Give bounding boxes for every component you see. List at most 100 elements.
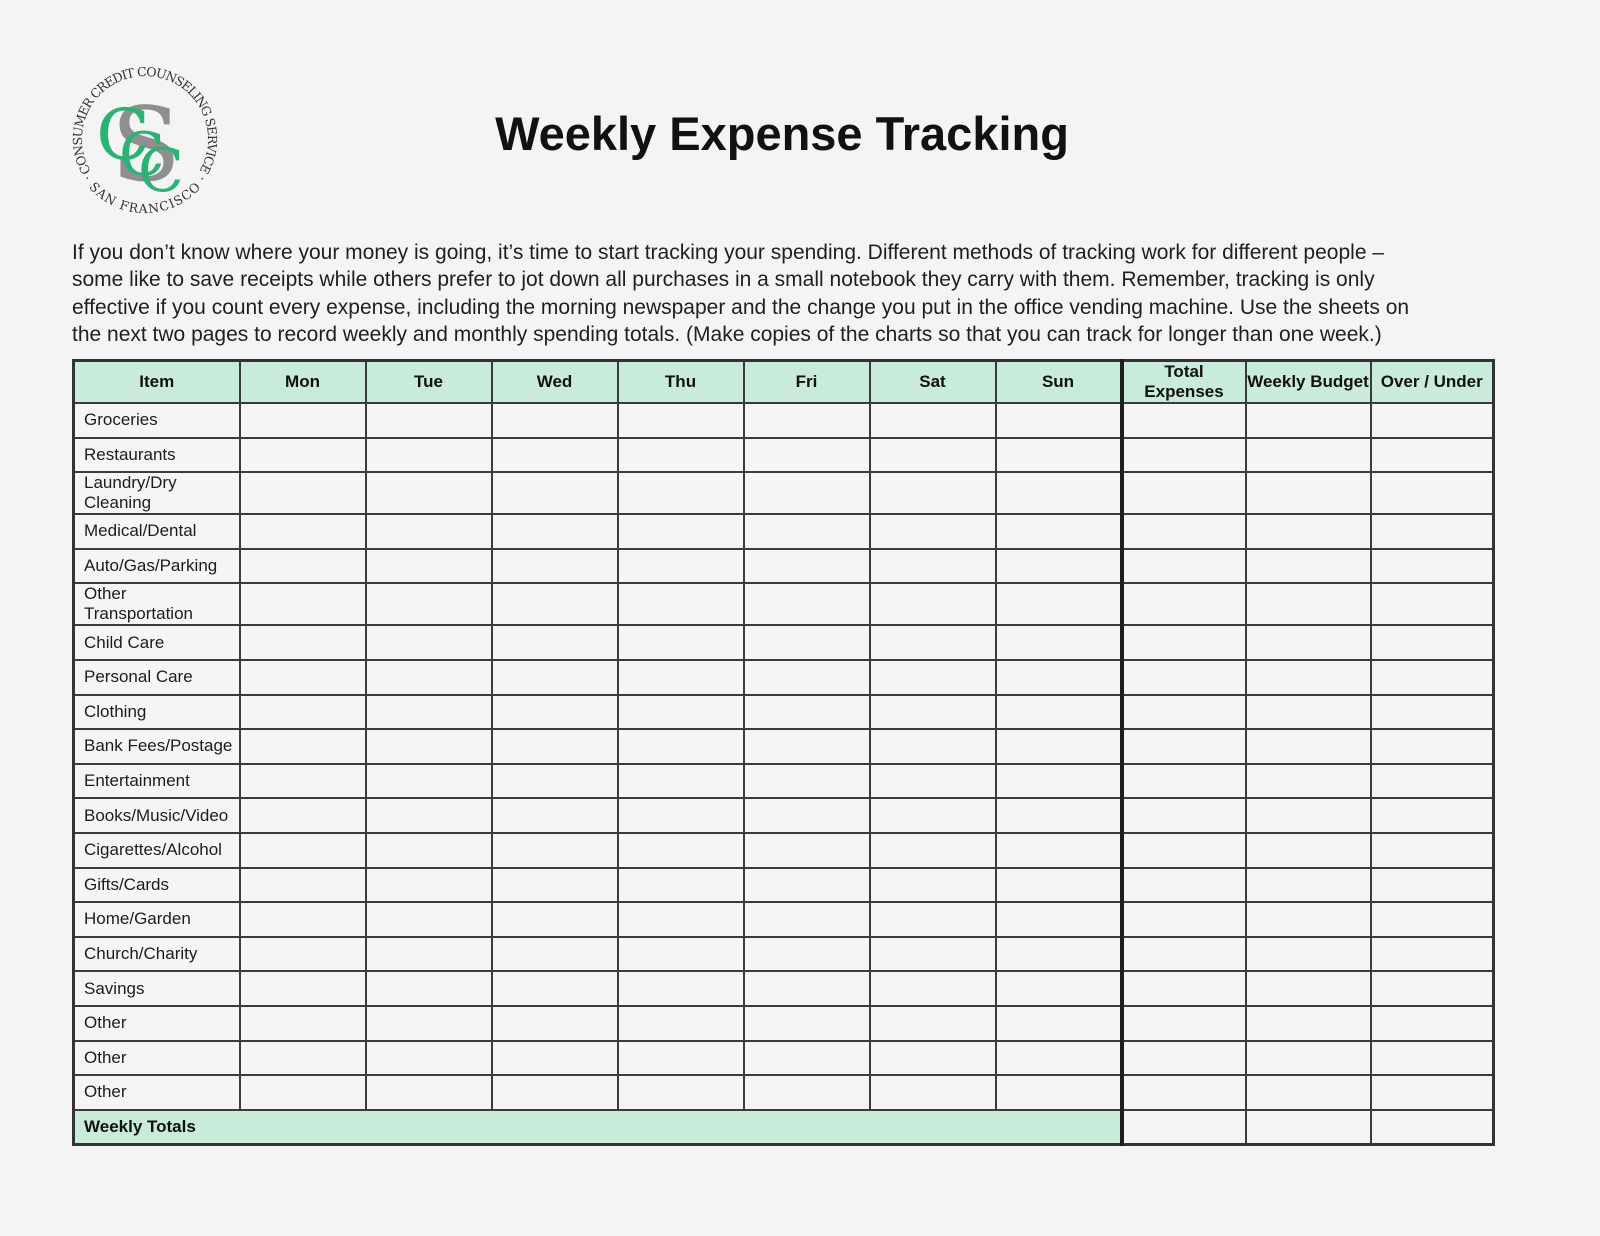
over-under-cell (1369, 471, 1495, 516)
table-row: Child Care (72, 624, 1495, 661)
expense-cell-sat (868, 1004, 997, 1042)
expense-cell-sun (994, 658, 1123, 696)
column-header: Thu (616, 359, 745, 404)
expense-cell-tue (364, 970, 493, 1007)
row-label: Auto/Gas/Parking (72, 547, 241, 585)
totals-over-under-cell (1369, 1108, 1495, 1146)
weekly-budget-cell (1244, 1074, 1372, 1111)
expense-cell-sun (994, 1004, 1123, 1042)
expense-cell-thu (616, 762, 745, 800)
total-expenses-cell (1119, 582, 1247, 627)
expense-cell-fri (742, 831, 871, 869)
expense-cell-wed (490, 693, 619, 731)
total-expenses-cell (1119, 513, 1247, 550)
expense-cell-thu (616, 471, 745, 516)
expense-cell-sun (994, 547, 1123, 585)
over-under-cell (1369, 728, 1495, 765)
expense-cell-thu (616, 513, 745, 550)
total-expenses-cell (1119, 624, 1247, 661)
expense-cell-sun (994, 582, 1123, 627)
expense-cell-fri (742, 970, 871, 1007)
expense-cell-mon (238, 402, 367, 439)
column-header: Mon (238, 359, 367, 404)
expense-cell-wed (490, 935, 619, 973)
table-row: Other Transportation (72, 582, 1495, 627)
table-row: Auto/Gas/Parking (72, 547, 1495, 585)
logo-monogram-s: S (111, 86, 181, 205)
over-under-cell (1369, 970, 1495, 1007)
intro-line: effective if you count every expense, in… (72, 295, 1410, 319)
expense-cell-wed (490, 831, 619, 869)
total-expenses-cell (1119, 693, 1247, 731)
over-under-cell (1369, 513, 1495, 550)
expense-cell-fri (742, 866, 871, 904)
weekly-totals-label: Weekly Totals (72, 1108, 1123, 1146)
expense-cell-mon (238, 1039, 367, 1077)
expense-cell-sun (994, 436, 1123, 474)
weekly-budget-cell (1244, 513, 1372, 550)
expense-cell-mon (238, 471, 367, 516)
table-row: Other (72, 1074, 1495, 1111)
expense-cell-wed (490, 513, 619, 550)
expense-cell-tue (364, 1004, 493, 1042)
expense-cell-fri (742, 728, 871, 765)
expense-cell-fri (742, 658, 871, 696)
row-label: Personal Care (72, 658, 241, 696)
expense-cell-thu (616, 693, 745, 731)
weekly-budget-cell (1244, 831, 1372, 869)
expense-cell-sun (994, 471, 1123, 516)
weekly-budget-cell (1244, 658, 1372, 696)
column-header: Tue (364, 359, 493, 404)
expense-cell-wed (490, 970, 619, 1007)
table-row: Medical/Dental (72, 513, 1495, 550)
expense-cell-fri (742, 762, 871, 800)
table-row: Bank Fees/Postage (72, 728, 1495, 765)
expense-cell-mon (238, 513, 367, 550)
row-label: Other Transportation (72, 582, 241, 627)
total-expenses-cell (1119, 1004, 1247, 1042)
weekly-budget-cell (1244, 582, 1372, 627)
column-header: Weekly Budget (1244, 359, 1372, 404)
total-expenses-cell (1119, 762, 1247, 800)
expense-cell-tue (364, 693, 493, 731)
total-expenses-cell (1119, 831, 1247, 869)
expense-cell-mon (238, 1074, 367, 1111)
expense-cell-wed (490, 901, 619, 938)
expense-cell-sat (868, 436, 997, 474)
expense-cell-wed (490, 866, 619, 904)
row-label: Books/Music/Video (72, 797, 241, 834)
row-label: Restaurants (72, 436, 241, 474)
expense-cell-tue (364, 547, 493, 585)
row-label: Other (72, 1039, 241, 1077)
expense-cell-sat (868, 831, 997, 869)
expense-cell-sat (868, 797, 997, 834)
expense-cell-sun (994, 402, 1123, 439)
column-header: Wed (490, 359, 619, 404)
expense-cell-mon (238, 582, 367, 627)
expense-cell-tue (364, 624, 493, 661)
expense-cell-wed (490, 762, 619, 800)
expense-cell-tue (364, 866, 493, 904)
expense-cell-tue (364, 471, 493, 516)
expense-cell-sat (868, 866, 997, 904)
cccs-logo: CONSUMER CREDIT COUNSELING SERVICE · SAN… (70, 64, 220, 216)
expense-cell-mon (238, 866, 367, 904)
expense-cell-tue (364, 436, 493, 474)
table-row: Groceries (72, 402, 1495, 439)
total-expenses-cell (1119, 797, 1247, 834)
weekly-budget-cell (1244, 624, 1372, 661)
logo-monogram-c2: C (119, 120, 165, 190)
row-label: Other (72, 1004, 241, 1042)
expense-cell-fri (742, 471, 871, 516)
expense-cell-fri (742, 693, 871, 731)
expense-cell-sun (994, 624, 1123, 661)
expense-cell-fri (742, 1074, 871, 1111)
expense-cell-fri (742, 582, 871, 627)
row-label: Laundry/Dry Cleaning (72, 471, 241, 516)
row-label: Bank Fees/Postage (72, 728, 241, 765)
total-expenses-cell (1119, 728, 1247, 765)
expense-cell-sun (994, 831, 1123, 869)
expense-cell-tue (364, 402, 493, 439)
table-row: Restaurants (72, 436, 1495, 474)
weekly-budget-cell (1244, 436, 1372, 474)
